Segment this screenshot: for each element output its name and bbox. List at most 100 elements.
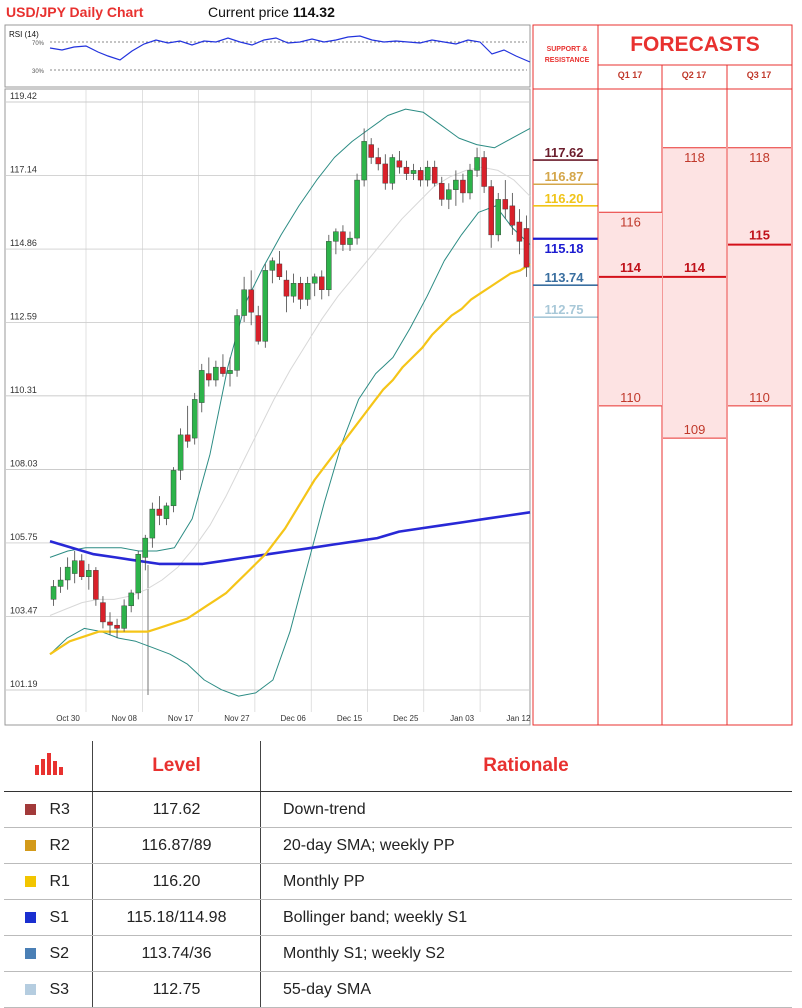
candle-body — [93, 570, 99, 600]
table-header-level: Level — [92, 741, 261, 792]
candle-body — [516, 221, 523, 242]
candle-body — [446, 189, 452, 200]
candlesticks — [50, 128, 530, 639]
y-tick-label: 119.42 — [10, 91, 37, 101]
forecast-mid-label: 114 — [684, 260, 706, 275]
row-color-swatch — [24, 947, 36, 959]
forecast-range-band — [599, 212, 662, 406]
forecast-high-label: 116 — [620, 214, 641, 229]
bollinger-upper-line — [49, 108, 531, 558]
candle-body — [361, 141, 367, 181]
sr-level-label: 113.74 — [544, 270, 584, 285]
chart-title: USD/JPY Daily Chart — [6, 4, 144, 20]
candle-body — [396, 160, 403, 168]
table-row: R3 117.62 Down-trend — [4, 791, 792, 828]
table-icon-cell — [4, 741, 93, 792]
candle-body — [79, 560, 85, 577]
candle-body — [276, 263, 283, 278]
row-tag-cell: S3 — [4, 971, 93, 1008]
bar-chart-icon — [35, 753, 63, 775]
row-tag: R3 — [49, 800, 70, 818]
candle-body — [340, 231, 346, 245]
row-tag-cell: S2 — [4, 935, 93, 972]
bollinger-lower-line — [49, 205, 531, 697]
candle-body — [163, 505, 170, 519]
candle-body — [114, 624, 120, 629]
x-tick-label: Dec 15 — [337, 714, 363, 723]
forecast-q1-header: Q1 17 — [617, 70, 643, 80]
candle-body — [71, 560, 78, 574]
candle-body — [184, 434, 191, 442]
forecast-low-label: 110 — [620, 390, 641, 405]
forecasts-title: FORECASTS — [630, 33, 760, 56]
forecast-low-label: 109 — [684, 422, 706, 437]
candle-body — [156, 508, 163, 516]
candle-body — [283, 279, 290, 297]
forecast-bands: 116 114 110 118 114 109 118 115 110 — [599, 147, 791, 439]
candle-body — [64, 566, 71, 581]
forecast-low-label: 110 — [749, 390, 770, 405]
candle-body — [234, 315, 240, 371]
sr-level-label: 115.18 — [544, 241, 583, 256]
rsi-line — [49, 35, 531, 63]
table-header-rationale: Rationale — [260, 741, 792, 792]
candle-body — [142, 537, 149, 558]
row-rationale: Monthly PP — [260, 863, 792, 900]
candle-body — [481, 157, 487, 187]
forecast-range-band — [728, 147, 791, 406]
candle-body — [262, 270, 269, 342]
table-row: R1 116.20 Monthly PP — [4, 863, 792, 900]
candle-body — [417, 170, 424, 181]
row-level: 116.20 — [92, 863, 261, 900]
row-tag: R2 — [49, 836, 70, 854]
x-tick-label: Nov 08 — [112, 714, 138, 723]
sr-level-label: 116.87 — [544, 169, 583, 184]
candle-body — [333, 231, 339, 242]
row-level: 117.62 — [92, 791, 261, 828]
y-tick-label: 108.03 — [10, 458, 38, 468]
row-tag: S1 — [49, 908, 70, 926]
candle-body — [304, 283, 311, 300]
row-level: 112.75 — [92, 971, 261, 1008]
candle-body — [431, 166, 438, 184]
row-rationale: Bollinger band; weekly S1 — [260, 899, 792, 936]
table-row: R2 116.87/89 20-day SMA; weekly PP — [4, 827, 792, 864]
row-tag: S2 — [49, 944, 70, 962]
candle-body — [269, 260, 276, 271]
row-color-swatch — [24, 911, 36, 923]
candle-body — [410, 170, 417, 174]
x-tick-label: Dec 25 — [393, 714, 419, 723]
candle-body — [488, 186, 494, 236]
forecast-range-band — [663, 147, 726, 439]
row-color-swatch — [24, 839, 36, 851]
x-tick-label: Jan 12 — [506, 714, 531, 723]
candle-body — [453, 179, 459, 190]
price-panel — [4, 88, 531, 726]
candle-body — [177, 434, 184, 471]
rsi-lower-label: 30% — [32, 69, 45, 75]
candle-body — [509, 205, 516, 226]
candle-body — [382, 163, 389, 184]
chart-canvas: RSI (14) 70% 30% 119.42 117.14 114.86 112.5… — [4, 24, 793, 726]
row-level: 116.87/89 — [92, 827, 261, 864]
candle-body — [100, 602, 106, 623]
candle-body — [439, 183, 445, 200]
candle-body — [248, 289, 254, 313]
candle-body — [460, 179, 466, 194]
candle-body — [107, 621, 113, 626]
candle-body — [255, 315, 261, 342]
x-tick-label: Dec 06 — [281, 714, 307, 723]
x-tick-label: Nov 17 — [168, 714, 194, 723]
candle-body — [474, 157, 480, 171]
candle-body — [86, 570, 92, 577]
candle-body — [135, 554, 141, 594]
current-price-label: Current price — [208, 4, 289, 20]
forecast-high-label: 118 — [684, 150, 705, 165]
forecast-high-label: 118 — [749, 150, 770, 165]
levels-table: Level Rationale R3 117.62 Down-trend R2 116.… — [4, 741, 792, 1008]
rsi-label: RSI (14) — [9, 30, 39, 39]
row-tag-cell: R1 — [4, 863, 93, 900]
candle-body — [375, 157, 381, 165]
candle-body — [57, 579, 64, 587]
row-level: 115.18/114.98 — [92, 899, 261, 936]
